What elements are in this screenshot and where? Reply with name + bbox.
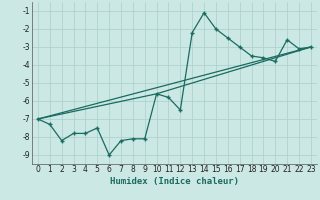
X-axis label: Humidex (Indice chaleur): Humidex (Indice chaleur)	[110, 177, 239, 186]
